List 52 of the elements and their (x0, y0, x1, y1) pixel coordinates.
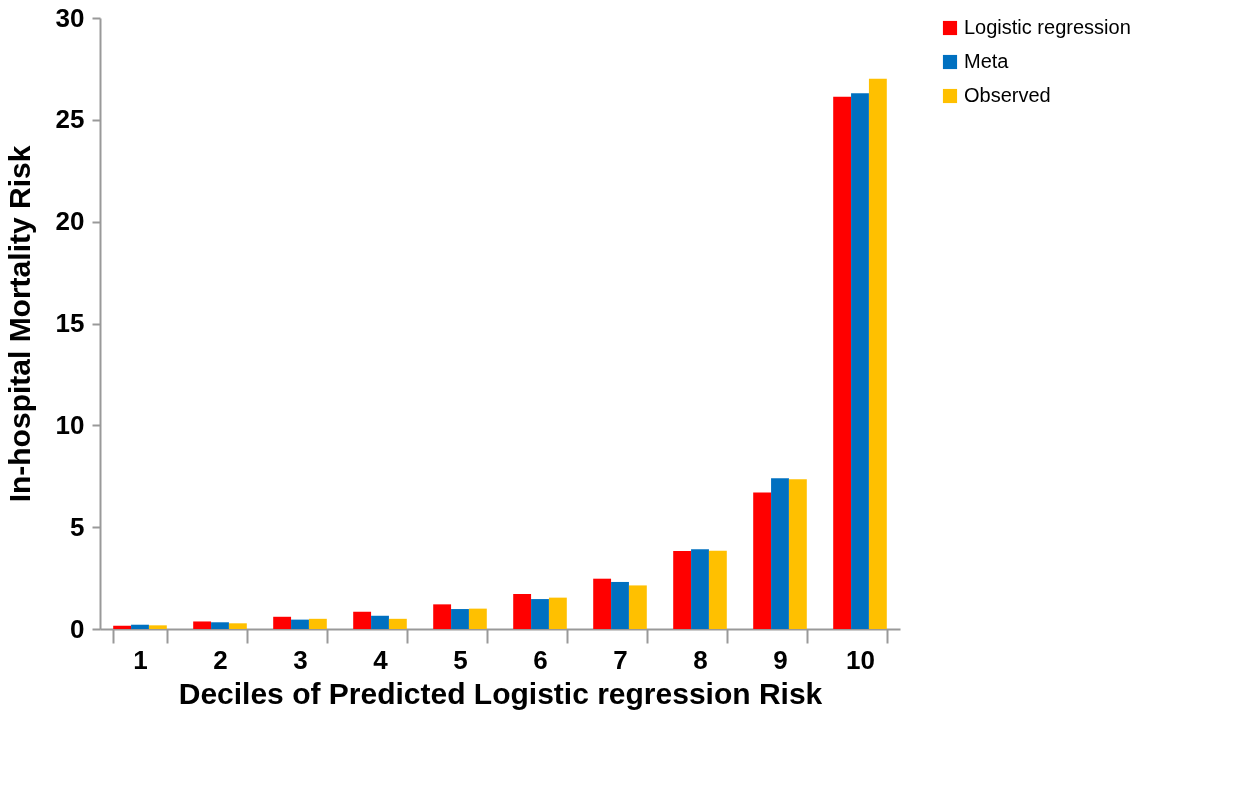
bar (148, 625, 167, 629)
bar (691, 549, 709, 629)
bar (753, 492, 772, 629)
y-axis-title: In-hospital Mortality Risk (2, 145, 36, 503)
bar (593, 578, 612, 629)
x-tick-label: 9 (773, 644, 788, 675)
bar (211, 622, 229, 629)
x-tick-label: 8 (693, 644, 708, 675)
y-tick-label: 10 (55, 409, 85, 440)
y-tick-label: 25 (55, 104, 85, 135)
bar (673, 551, 692, 629)
x-tick-label: 2 (213, 644, 228, 675)
bar (548, 597, 567, 629)
bar (788, 479, 807, 629)
bar (131, 624, 149, 629)
bar (513, 593, 532, 629)
bar (308, 618, 327, 629)
x-tick-label: 7 (613, 644, 628, 675)
x-tick-label: 5 (453, 644, 468, 675)
bar (291, 619, 309, 629)
bar (228, 623, 247, 629)
x-tick-label: 4 (373, 644, 389, 675)
bar (433, 604, 452, 629)
bar (371, 615, 389, 629)
bar (468, 608, 487, 629)
bar (193, 621, 212, 629)
x-axis-title: Deciles of Predicted Logistic regression Risk (178, 676, 823, 710)
x-tick-label: 3 (293, 644, 308, 675)
bar (628, 585, 647, 629)
bar (868, 78, 887, 629)
bar (851, 93, 869, 629)
x-tick-label: 6 (533, 644, 548, 675)
bar (833, 96, 852, 629)
y-tick-label: 20 (55, 206, 85, 237)
legend-label: Logistic regression (964, 16, 1131, 38)
y-tick-label: 15 (55, 308, 85, 338)
bar (353, 611, 372, 629)
bar (113, 625, 132, 629)
bar (388, 618, 407, 629)
y-tick-label: 0 (70, 613, 85, 644)
y-tick-label: 5 (70, 511, 85, 542)
legend-label: Meta (964, 50, 1010, 72)
bar (531, 599, 549, 629)
bar (451, 609, 469, 629)
x-tick-label: 1 (133, 644, 148, 675)
bar (708, 550, 727, 629)
bar (273, 616, 292, 629)
y-tick-label: 30 (55, 2, 85, 33)
bar (611, 581, 629, 629)
x-tick-label: 10 (846, 644, 875, 675)
legend-label: Observed (964, 84, 1051, 106)
bar (771, 478, 789, 629)
